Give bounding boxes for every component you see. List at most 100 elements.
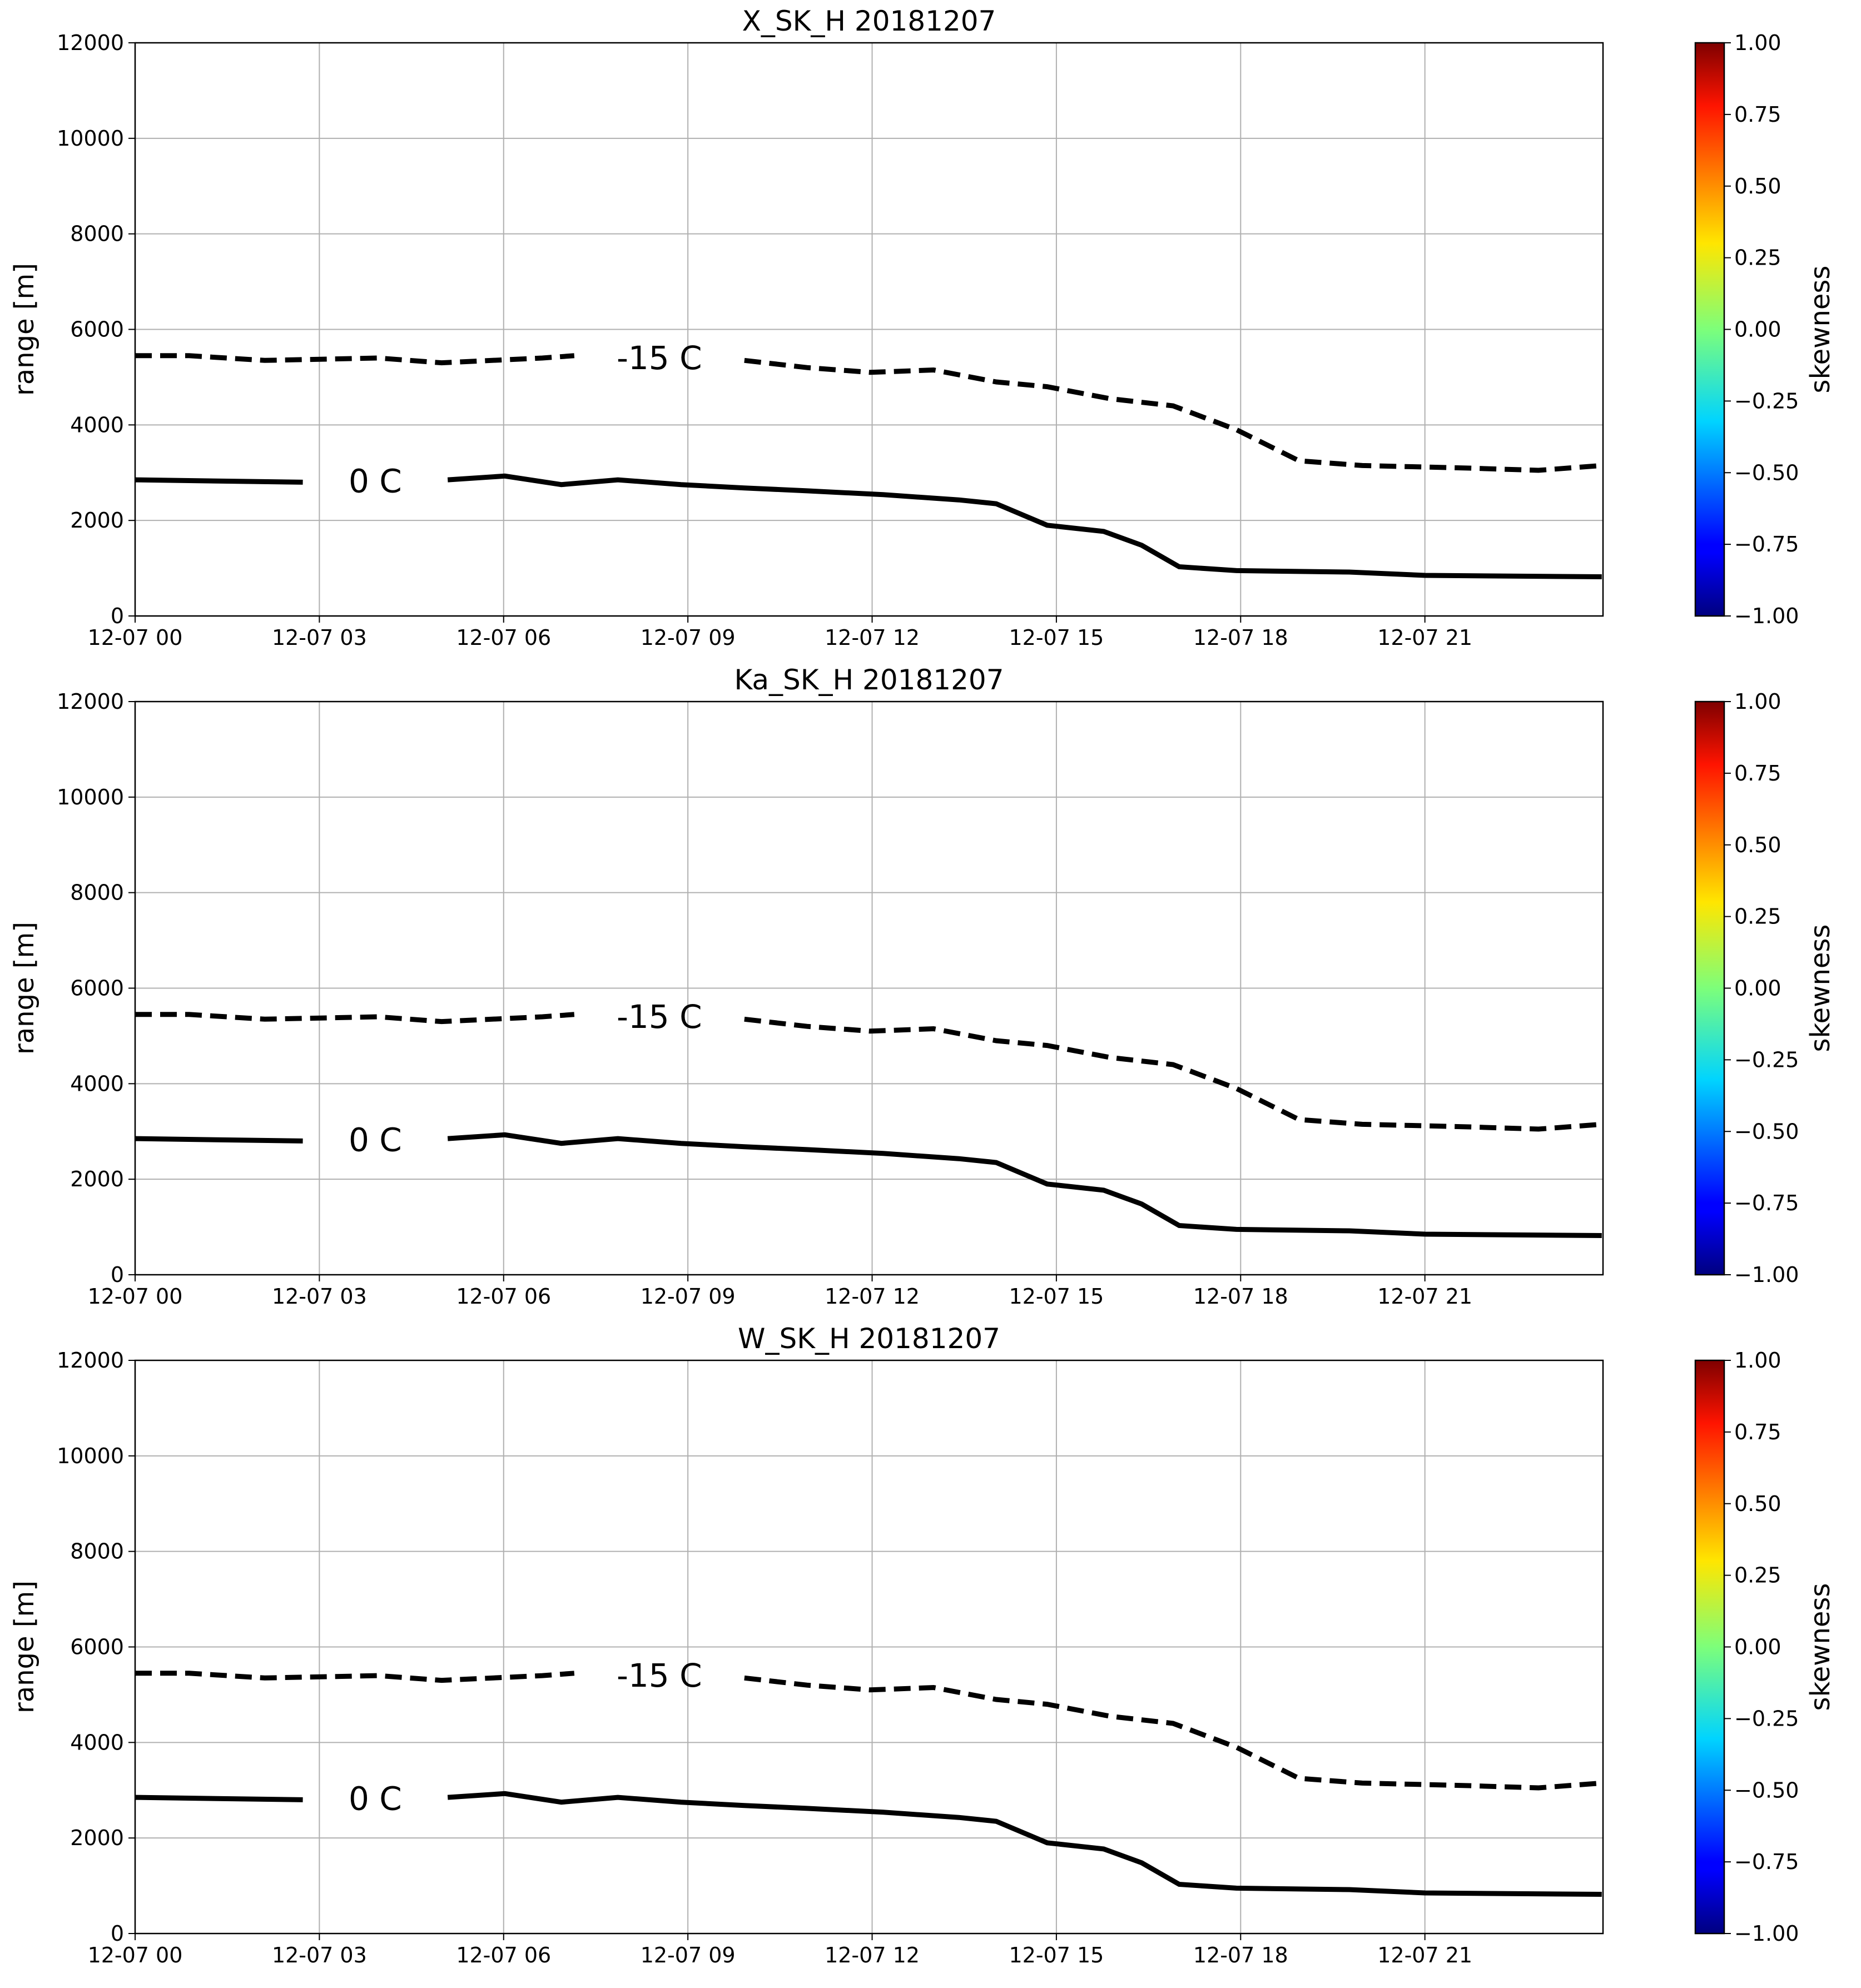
colorbar-tick-label: −0.75 bbox=[1734, 1850, 1799, 1874]
x-tick-label: 12-07 18 bbox=[1193, 625, 1288, 650]
colorbar-label: skewness bbox=[1805, 925, 1836, 1052]
isotherm-label: -15 C bbox=[617, 998, 702, 1036]
isotherm-label: -15 C bbox=[617, 1657, 702, 1694]
y-tick-label: 12000 bbox=[57, 31, 124, 55]
plot-frame bbox=[134, 700, 1604, 1276]
x-tick-label: 12-07 15 bbox=[1009, 1943, 1104, 1967]
x-tick-label: 12-07 00 bbox=[88, 1943, 183, 1967]
y-tick-label: 10000 bbox=[57, 126, 124, 151]
y-tick-label: 12000 bbox=[57, 1348, 124, 1373]
x-tick-label: 12-07 09 bbox=[641, 1284, 736, 1309]
isotherm-label: 0 C bbox=[349, 1121, 402, 1159]
x-tick-label: 12-07 09 bbox=[641, 1943, 736, 1967]
x-tick-label: 12-07 12 bbox=[825, 625, 920, 650]
y-tick-label: 6000 bbox=[70, 976, 124, 1001]
y-tick-label: 8000 bbox=[70, 222, 124, 246]
colorbar-tick-label: 0.75 bbox=[1734, 102, 1781, 127]
plot-frame bbox=[134, 1359, 1604, 1935]
colorbar-tick-label: 1.00 bbox=[1734, 689, 1781, 714]
colorbar-tick-label: 0.75 bbox=[1734, 1420, 1781, 1444]
colorbar-tick-label: −0.25 bbox=[1734, 1706, 1799, 1731]
x-tick-label: 12-07 21 bbox=[1377, 625, 1472, 650]
panel: X_SK_H 20181207 range [m] 0 2000 4000 6000 800… bbox=[9, 5, 1836, 650]
colorbar-tick-label: 0.25 bbox=[1734, 904, 1781, 929]
isotherm-line bbox=[135, 473, 1602, 579]
colorbar-tick-label: 0.75 bbox=[1734, 761, 1781, 786]
panel: Ka_SK_H 20181207 range [m] 0 2000 4000 6000 80… bbox=[9, 664, 1836, 1309]
x-tick-label: 12-07 03 bbox=[272, 1943, 367, 1967]
y-tick-label: 8000 bbox=[70, 1539, 124, 1564]
colorbar-tick-label: 0.50 bbox=[1734, 174, 1781, 198]
isotherm-dashed bbox=[135, 353, 1602, 473]
y-tick-label: 2000 bbox=[70, 1826, 124, 1850]
colorbar-tick-label: 0.25 bbox=[1734, 1563, 1781, 1588]
x-tick-label: 12-07 15 bbox=[1009, 1284, 1104, 1309]
x-tick-label: 12-07 00 bbox=[88, 1284, 183, 1309]
x-tick-label: 12-07 09 bbox=[641, 625, 736, 650]
colorbar bbox=[1694, 1359, 1725, 1935]
colorbar-tick-label: −0.25 bbox=[1734, 389, 1799, 413]
y-tick-label: 0 bbox=[111, 1263, 124, 1287]
colorbar-tick-label: 0.50 bbox=[1734, 833, 1781, 857]
x-tick-label: 12-07 15 bbox=[1009, 625, 1104, 650]
y-tick-label: 4000 bbox=[70, 412, 124, 437]
isotherm-label: 0 C bbox=[349, 462, 402, 500]
y-tick-label: 0 bbox=[111, 1921, 124, 1946]
y-axis-label: range [m] bbox=[9, 1581, 40, 1713]
isotherm-line bbox=[135, 1791, 1602, 1897]
x-tick-label: 12-07 03 bbox=[272, 625, 367, 650]
colorbar-tick-label: −1.00 bbox=[1734, 1263, 1799, 1287]
colorbar-tick-label: 0.50 bbox=[1734, 1492, 1781, 1516]
panel: W_SK_H 20181207 range [m] 0 2000 4000 6000 800… bbox=[9, 1323, 1836, 1967]
colorbar-tick-label: −0.50 bbox=[1734, 1119, 1799, 1144]
colorbar-tick-label: 0.25 bbox=[1734, 246, 1781, 270]
x-tick-label: 12-07 06 bbox=[456, 1943, 551, 1967]
x-tick-label: 12-07 03 bbox=[272, 1284, 367, 1309]
isotherm-label: -15 C bbox=[617, 339, 702, 377]
y-tick-label: 4000 bbox=[70, 1730, 124, 1755]
x-tick-label: 12-07 21 bbox=[1377, 1284, 1472, 1309]
colorbar-label: skewness bbox=[1805, 266, 1836, 394]
isotherm-label: 0 C bbox=[349, 1780, 402, 1817]
y-tick-label: 6000 bbox=[70, 317, 124, 342]
x-tick-label: 12-07 06 bbox=[456, 625, 551, 650]
isotherm-dashed bbox=[135, 1671, 1602, 1791]
y-tick-label: 8000 bbox=[70, 881, 124, 905]
x-tick-label: 12-07 00 bbox=[88, 625, 183, 650]
colorbar-tick-label: 1.00 bbox=[1734, 31, 1781, 55]
y-axis-label: range [m] bbox=[9, 263, 40, 396]
isotherm-dashed bbox=[135, 1012, 1602, 1132]
y-axis-label: range [m] bbox=[9, 922, 40, 1055]
panel-title: X_SK_H 20181207 bbox=[742, 5, 996, 37]
colorbar-tick-label: 0.00 bbox=[1734, 976, 1781, 1001]
x-tick-label: 12-07 12 bbox=[825, 1943, 920, 1967]
colorbar-tick-label: −0.75 bbox=[1734, 1191, 1799, 1215]
y-tick-label: 10000 bbox=[57, 785, 124, 809]
colorbar-tick-label: 1.00 bbox=[1734, 1348, 1781, 1373]
colorbar-tick-label: −0.75 bbox=[1734, 532, 1799, 556]
colorbar-label: skewness bbox=[1805, 1583, 1836, 1711]
y-tick-label: 10000 bbox=[57, 1444, 124, 1468]
y-tick-label: 12000 bbox=[57, 689, 124, 714]
y-tick-label: 0 bbox=[111, 604, 124, 628]
y-tick-label: 6000 bbox=[70, 1635, 124, 1659]
panel-title: W_SK_H 20181207 bbox=[738, 1323, 1000, 1355]
y-tick-label: 2000 bbox=[70, 1167, 124, 1191]
y-tick-label: 2000 bbox=[70, 508, 124, 533]
x-tick-label: 12-07 12 bbox=[825, 1284, 920, 1309]
x-tick-label: 12-07 06 bbox=[456, 1284, 551, 1309]
y-tick-label: 4000 bbox=[70, 1071, 124, 1096]
colorbar bbox=[1694, 700, 1725, 1276]
x-tick-label: 12-07 21 bbox=[1377, 1943, 1472, 1967]
colorbar-tick-label: −1.00 bbox=[1734, 604, 1799, 628]
colorbar-tick-label: 0.00 bbox=[1734, 1635, 1781, 1659]
plot-frame bbox=[134, 42, 1604, 617]
x-tick-label: 12-07 18 bbox=[1193, 1943, 1288, 1967]
colorbar-tick-label: −1.00 bbox=[1734, 1921, 1799, 1946]
panel-title: Ka_SK_H 20181207 bbox=[734, 664, 1004, 696]
colorbar-tick-label: −0.50 bbox=[1734, 460, 1799, 485]
x-tick-label: 12-07 18 bbox=[1193, 1284, 1288, 1309]
colorbar-tick-label: −0.50 bbox=[1734, 1778, 1799, 1802]
